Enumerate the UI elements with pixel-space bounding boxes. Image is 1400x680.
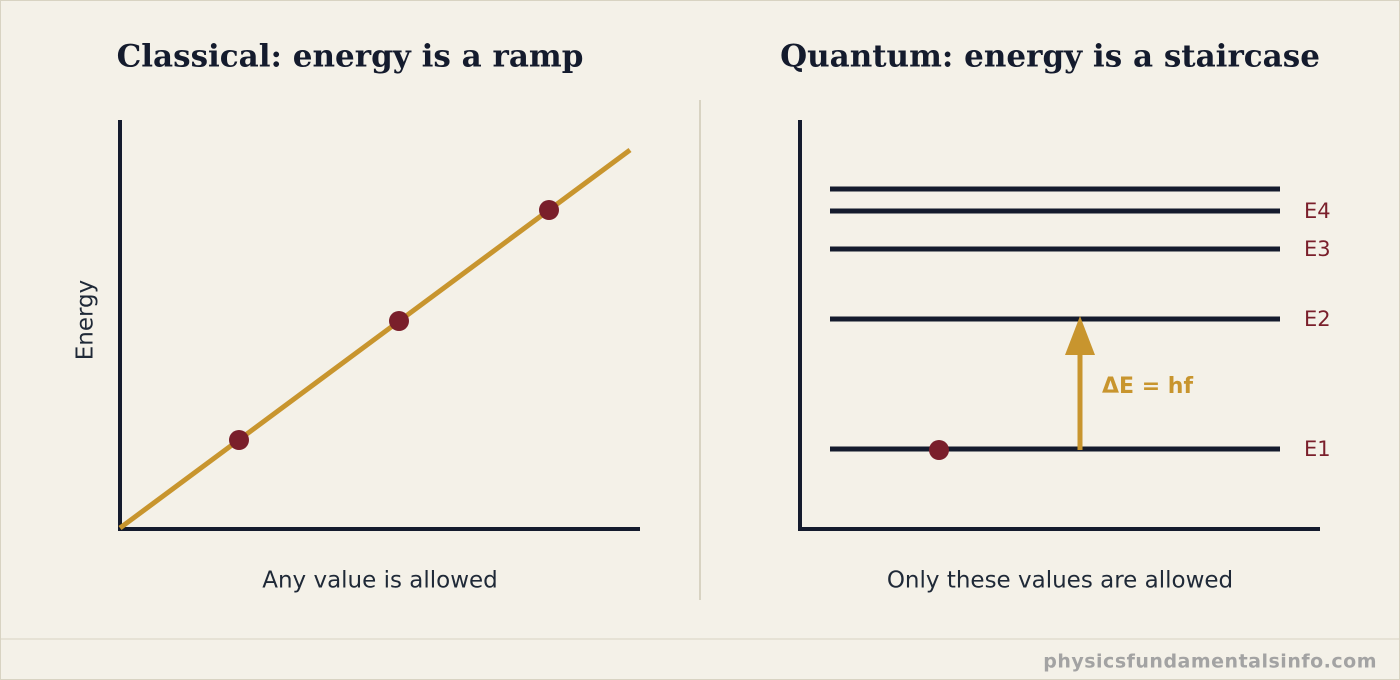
x-axis-label: Any value is allowed <box>262 568 498 594</box>
right-title: Quantum: energy is a staircase <box>780 39 1320 75</box>
state-dot <box>389 311 409 331</box>
level-label: E1 <box>1304 437 1331 461</box>
y-axis-label: Energy <box>73 280 99 361</box>
level-label: E2 <box>1304 307 1331 331</box>
electron-dot <box>929 440 949 460</box>
state-dot <box>229 430 249 450</box>
state-dot <box>539 200 559 220</box>
x-axis-label: Only these values are allowed <box>887 568 1233 594</box>
level-label: E4 <box>1304 199 1331 223</box>
transition-label: ΔE = hf <box>1102 374 1193 399</box>
arrow-head <box>1065 316 1095 355</box>
footer-source: physicsfundamentalsinfo.com <box>1043 651 1377 673</box>
left-title: Classical: energy is a ramp <box>117 39 584 75</box>
level-label: E3 <box>1304 237 1331 261</box>
